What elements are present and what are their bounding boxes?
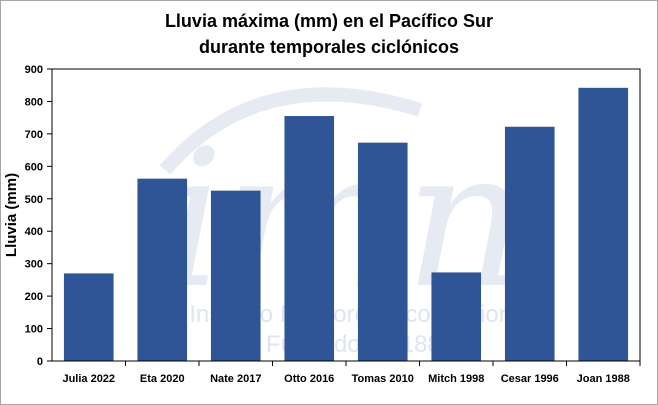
chart-title-line-2: durante temporales ciclónicos: [198, 37, 460, 57]
chart-title-line-1: Lluvia máxima (mm) en el Pacífico Sur: [164, 11, 494, 31]
y-tick-label: 800: [25, 96, 43, 108]
x-tick-label-1: Eta 2020: [140, 373, 185, 385]
x-tick-label-3: Otto 2016: [284, 373, 334, 385]
y-axis-ticks: 0 100 200 300 400 500 600 700 800 900: [25, 64, 52, 368]
y-tick-label: 0: [37, 356, 43, 368]
x-tick-label-4: Tomas 2010: [352, 373, 414, 385]
y-tick-label: 600: [25, 161, 43, 173]
y-tick-label: 700: [25, 129, 43, 141]
x-tick-label-6: Cesar 1996: [501, 373, 559, 385]
watermark-arc: [159, 87, 423, 175]
bar-4: [357, 142, 408, 361]
plot-area-border: [51, 68, 641, 362]
bar-0: [63, 273, 114, 361]
y-tick-label: 200: [25, 291, 43, 303]
y-tick-label: 900: [25, 64, 43, 76]
x-tick-label-2: Nate 2017: [210, 373, 261, 385]
chart-title: Lluvia máxima (mm) en el Pacífico Sur du…: [0, 8, 658, 60]
x-tick-label-7: Joan 1988: [577, 373, 630, 385]
bar-7: [578, 87, 629, 361]
x-tick-label-0: Julia 2022: [62, 373, 115, 385]
y-tick-label: 500: [25, 194, 43, 206]
bar-6: [504, 126, 555, 361]
bar-5: [431, 272, 482, 361]
y-tick-label: 300: [25, 259, 43, 271]
y-tick-label: 100: [25, 324, 43, 336]
bar-2: [210, 190, 261, 361]
x-tick-label-5: Mitch 1998: [428, 373, 484, 385]
axes: [51, 68, 641, 362]
bar-1: [137, 178, 188, 361]
bars: [63, 87, 629, 362]
y-tick-label: 400: [25, 226, 43, 238]
x-axis-ticks: Julia 2022 Eta 2020 Nate 2017 Otto 2016 Toma…: [62, 361, 641, 385]
bar-3: [284, 116, 335, 362]
